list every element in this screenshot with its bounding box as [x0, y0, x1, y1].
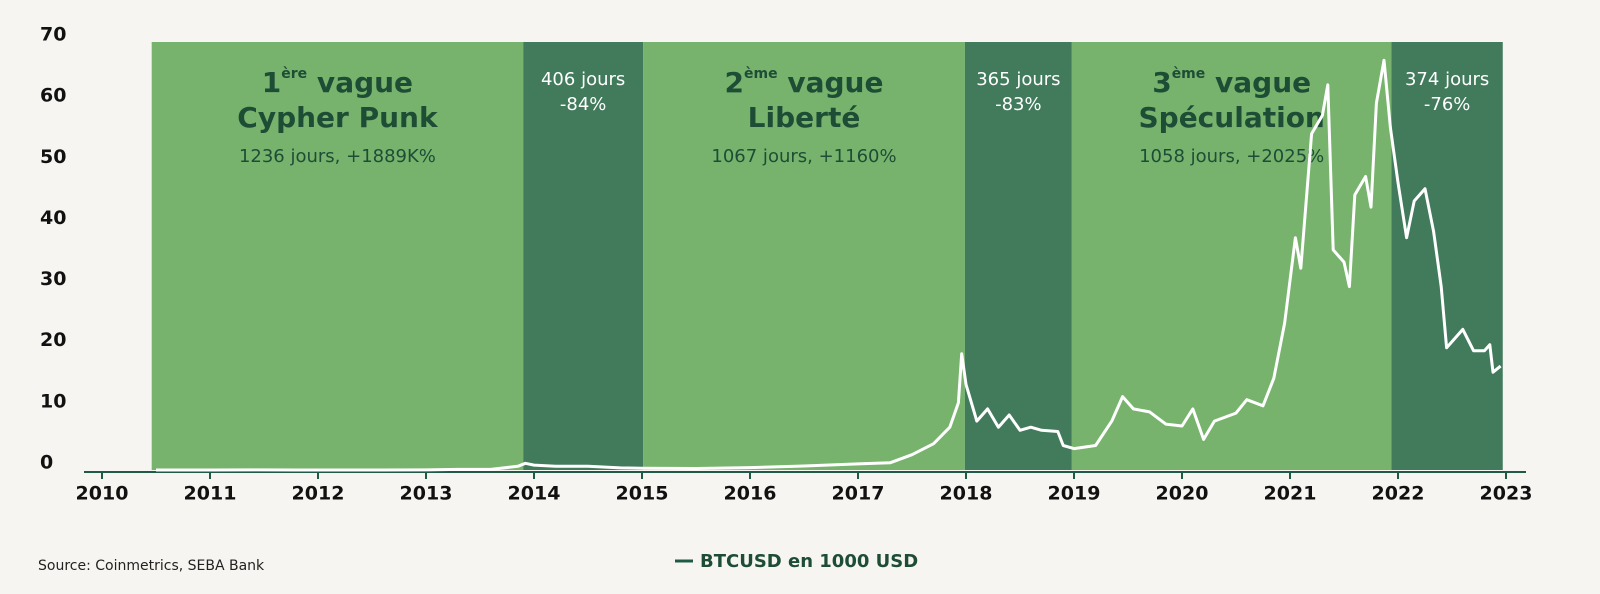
- wave-sup: ère: [281, 66, 307, 82]
- wave-name: Cypher Punk: [237, 101, 439, 134]
- y-tick-label: 20: [40, 329, 66, 351]
- y-tick-label: 50: [40, 146, 66, 168]
- wave-word: vague: [307, 66, 413, 99]
- wave-name: Spéculation: [1138, 101, 1324, 134]
- wave-title: 3ème vague: [1152, 66, 1311, 99]
- x-tick-label: 2018: [940, 483, 993, 505]
- x-tick-label: 2022: [1372, 483, 1425, 505]
- x-tick-label: 2020: [1156, 483, 1209, 505]
- wave-note: 1058 jours, +2025%: [1139, 146, 1324, 167]
- period-label: 374 jours: [1405, 69, 1489, 90]
- period-band: [964, 42, 1072, 470]
- legend-label: BTCUSD en 1000 USD: [700, 551, 918, 572]
- period-label: -76%: [1424, 94, 1471, 115]
- y-tick-label: 30: [40, 268, 66, 290]
- wave-sup: ème: [744, 66, 778, 82]
- wave-word: vague: [778, 66, 884, 99]
- period-band: [151, 42, 524, 470]
- y-tick-label: 10: [40, 390, 66, 412]
- wave-word: vague: [1205, 66, 1311, 99]
- period-label: 365 jours: [976, 69, 1060, 90]
- x-tick-label: 2015: [616, 483, 669, 505]
- wave-note: 1067 jours, +1160%: [711, 146, 896, 167]
- wave-title: 1ère vague: [262, 66, 413, 99]
- wave-title: 2ème vague: [725, 66, 884, 99]
- period-band: [523, 42, 644, 470]
- x-tick-label: 2019: [1048, 483, 1101, 505]
- period-band: [1391, 42, 1503, 470]
- x-tick-label: 2012: [292, 483, 345, 505]
- x-tick-label: 2014: [508, 483, 561, 505]
- period-label: -83%: [995, 94, 1042, 115]
- x-tick-label: 2011: [184, 483, 237, 505]
- wave-note: 1236 jours, +1889K%: [239, 146, 436, 167]
- wave-number: 1: [262, 66, 281, 99]
- y-tick-label: 60: [40, 85, 66, 107]
- x-tick-label: 2021: [1264, 483, 1317, 505]
- wave-sup: ème: [1172, 66, 1206, 82]
- period-label: 406 jours: [541, 69, 625, 90]
- x-tick-label: 2010: [76, 483, 129, 505]
- source: Source: Coinmetrics, SEBA Bank: [38, 558, 265, 574]
- y-tick-label: 70: [40, 24, 66, 46]
- wave-name: Liberté: [748, 101, 861, 134]
- x-tick-label: 2017: [832, 483, 885, 505]
- x-tick-label: 2016: [724, 483, 777, 505]
- y-tick-label: 0: [40, 452, 53, 474]
- wave-number: 3: [1152, 66, 1171, 99]
- x-tick-label: 2013: [400, 483, 453, 505]
- price-line: [156, 58, 1502, 472]
- y-tick-label: 40: [40, 207, 66, 229]
- x-tick-label: 2023: [1480, 483, 1533, 505]
- period-band: [643, 42, 965, 470]
- period-label: -84%: [560, 94, 607, 115]
- wave-number: 2: [725, 66, 744, 99]
